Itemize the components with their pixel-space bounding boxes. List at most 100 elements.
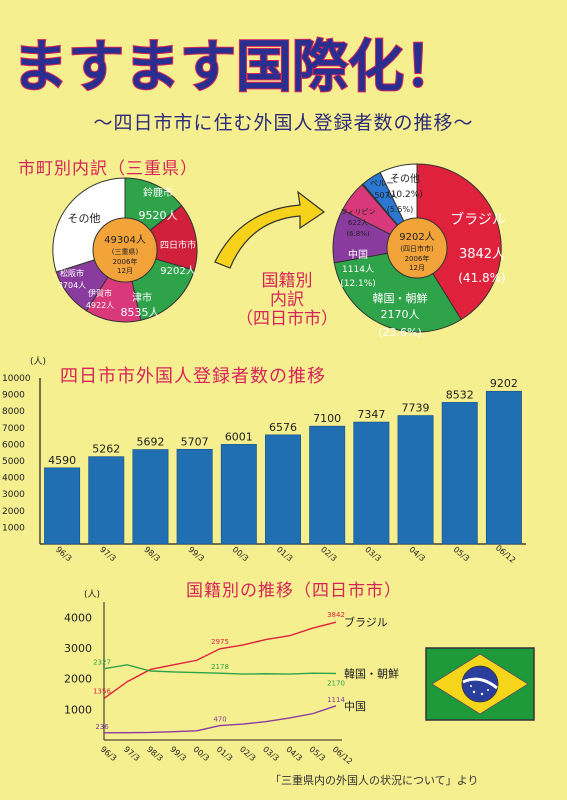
bar (44, 467, 81, 545)
pie1-label-iga: 伊賀市 (88, 288, 112, 298)
bar (265, 434, 301, 545)
bar-value-label: 7100 (313, 412, 341, 425)
pie1-label-matsusaka: 松阪市 (60, 268, 84, 278)
bar-y-tick: 5000 (2, 457, 25, 467)
pie2-caption: 国籍別 内訳 （四日市市） (232, 272, 342, 329)
bar-x-tick: 97/3 (98, 545, 118, 563)
source-note: 「三重県内の外国人の状況について」より (270, 774, 479, 787)
bar-x-tick: 01/3 (275, 545, 295, 563)
bar (176, 448, 213, 545)
bar (220, 444, 257, 545)
line-chart: 4000 3000 2000 1000 96/3 97/3 98/3 99/3 00/3 01/3… (64, 589, 399, 766)
page-title: ますます国際化！ (11, 34, 461, 101)
pie2-pct-other: (10.2%) (387, 190, 423, 200)
line-series (103, 664, 337, 675)
line-y-tick: 4000 (64, 611, 92, 624)
pie2-label-philippines: フィリピン (341, 208, 376, 216)
pie1-label-yokkaichi: 四日市市 (160, 239, 196, 251)
pie2-pct-brazil: (41.8%) (458, 271, 505, 285)
pie1-center-month: 12月 (117, 267, 133, 275)
line-x-tick: 98/3 (145, 745, 165, 763)
pie1-center-total: 49304人 (104, 234, 146, 246)
pie1-value-matsusaka: 3704人 (58, 281, 86, 290)
line-series-name: 中国 (344, 700, 366, 713)
pie1-center (92, 217, 158, 283)
pie2-center-year: 2006年 (405, 254, 430, 263)
bar-x-tick: 05/3 (452, 545, 472, 563)
bar-value-label: 6001 (225, 430, 253, 443)
line-x-tick: 01/3 (215, 745, 235, 763)
bar-x-tick: 96/3 (54, 545, 74, 563)
bar-y-tick: 7000 (2, 424, 25, 434)
bar (132, 449, 169, 545)
bar-y-tick: 2000 (2, 507, 25, 517)
pie2-value-korea: 2170人 (381, 308, 420, 321)
bar-x-tick: 00/3 (231, 545, 251, 563)
pie2-label-china: 中国 (348, 248, 368, 261)
pie2-pct-philippines: (6.8%) (346, 230, 370, 238)
pie2-value-peru: 507人 (374, 191, 397, 200)
pie1-center-scope: (三重県) (112, 248, 139, 256)
line-chart-title: 国籍別の推移（四日市市） (186, 581, 402, 601)
bar (353, 421, 390, 545)
line-series (103, 621, 337, 699)
bar-value-label: 5707 (181, 435, 209, 448)
pie2: 9202人 (四日市市) 2006年 12月 ブラジル 3842人 (41.8%… (332, 163, 506, 339)
pie2-value-philippines: 622人 (348, 219, 368, 227)
bar-y-tick: 3000 (2, 490, 25, 500)
pie2-pct-china: (12.1%) (340, 279, 376, 289)
bar-x-tick: 99/3 (186, 545, 206, 563)
line-x-tick: 99/3 (168, 745, 188, 763)
bar-y-tick: 6000 (2, 440, 25, 450)
pie1-center-year: 2006年 (113, 257, 138, 266)
pie2-slice-brazil (416, 163, 502, 321)
bar-chart: 10000 9000 8000 7000 6000 5000 4000 3000 2000 100… (2, 356, 526, 565)
bar (485, 390, 522, 545)
bar-value-label: 9202 (490, 377, 518, 390)
arrow-right-icon (214, 190, 326, 269)
pie2-caption-line1: 国籍別 (261, 271, 313, 291)
pie2-pct-korea: (23.6%) (378, 326, 422, 339)
line-series (103, 705, 337, 734)
pie2-label-other: その他 (390, 172, 420, 185)
bar-x-tick: 06/12 (494, 543, 517, 565)
bar-x-tick: 04/3 (407, 545, 427, 563)
line-data-label: 470 (213, 716, 226, 724)
bar-value-label: 6576 (269, 421, 297, 434)
pie2-value-china: 1114人 (342, 264, 374, 275)
page-title-text: ますます国際化！ (12, 35, 460, 100)
pie1-value-suzuka: 9520人 (139, 209, 178, 222)
bar-value-label: 8532 (446, 388, 474, 401)
pie1-label-suzuka: 鈴鹿市 (143, 186, 173, 199)
bar-y-tick: 10000 (2, 374, 31, 384)
line-data-label: 1356 (93, 687, 111, 695)
pie2-label-korea: 韓国・朝鮮 (373, 291, 428, 305)
bar-x-tick: 03/3 (363, 545, 383, 563)
pie1-title: 市町別内訳（三重県） (18, 159, 198, 179)
line-x-tick: 03/3 (261, 745, 281, 763)
bar-chart-ylabel: (人) (30, 356, 46, 367)
line-x-tick: 02/3 (238, 745, 258, 763)
pie2-center-total: 9202人 (399, 231, 434, 243)
bar-value-label: 7739 (402, 402, 430, 415)
line-x-tick: 04/3 (284, 745, 304, 763)
bar (441, 402, 478, 545)
pie1-label-other: その他 (68, 212, 101, 225)
bar-value-label: 7347 (357, 408, 385, 421)
line-data-label: 2975 (211, 638, 229, 646)
line-data-label: 1114 (327, 696, 345, 704)
pie2-value-brazil: 3842人 (459, 247, 505, 262)
pie2-caption-line2: 内訳 (270, 290, 304, 310)
pie2-label-brazil: ブラジル (450, 211, 506, 228)
line-series-name: ブラジル (344, 615, 388, 629)
line-x-tick: 97/3 (122, 745, 142, 763)
bar-y-tick: 4000 (2, 474, 25, 484)
pie2-caption-line3: （四日市市） (236, 309, 338, 329)
line-data-label: 2178 (211, 663, 229, 671)
line-x-tick: 00/3 (192, 745, 212, 763)
bar-y-tick: 9000 (2, 391, 25, 401)
line-x-tick: 96/3 (99, 745, 119, 763)
bar-x-tick: 98/3 (142, 545, 162, 563)
pie1: 49304人 (三重県) 2006年 12月 鈴鹿市 9520人 四日市市 92… (52, 177, 198, 323)
pie1-value-yokkaichi: 9202人 (160, 265, 195, 277)
